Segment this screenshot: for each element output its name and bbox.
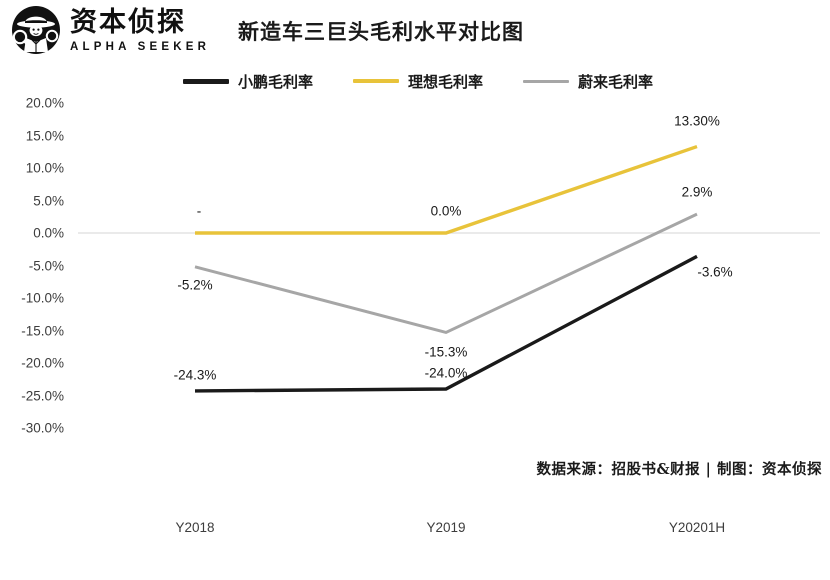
y-axis-tick: -5.0% (28, 258, 64, 273)
x-axis-label: Y2018 (175, 520, 215, 535)
data-point-label: 2.9% (681, 184, 713, 200)
y-axis-tick: -10.0% (21, 290, 64, 306)
legend-label-xpeng: 小鹏毛利率 (238, 72, 314, 91)
legend-swatch-nio (523, 79, 570, 83)
x-axis-labels: Y2018 Y2019 Y20201H (0, 520, 830, 544)
series-line (194, 212, 698, 335)
y-axis-tick: -25.0% (21, 388, 64, 403)
legend-item-liauto: 理想毛利率 (353, 71, 483, 92)
y-axis-tick: -15.0% (21, 323, 64, 338)
y-axis-tick: 5.0% (33, 193, 64, 208)
y-axis-tick: 15.0% (25, 128, 64, 143)
data-point-label: -24.0% (424, 365, 468, 381)
y-axis-tick: 10.0% (25, 160, 64, 176)
chart-lines (78, 144, 820, 393)
x-axis-label: Y20201H (668, 520, 726, 535)
data-point-label: -15.3% (424, 344, 468, 360)
x-axis-label: Y2019 (426, 520, 466, 535)
data-point-label: - (196, 203, 202, 219)
y-axis-tick: 20.0% (25, 95, 64, 111)
chart-legend: 小鹏毛利率 理想毛利率 蔚来毛利率 (183, 68, 683, 94)
source-note: 数据来源：招股书&财报 | 制图：资本侦探 (536, 461, 822, 478)
y-axis-tick: 0.0% (33, 225, 64, 241)
brand-name-en: ALPHA SEEKER (70, 40, 211, 53)
legend-label-nio: 蔚来毛利率 (578, 72, 654, 91)
y-axis-tick: -20.0% (21, 355, 64, 371)
legend-swatch-liauto (353, 79, 400, 83)
data-point-label: -5.2% (177, 277, 213, 293)
detective-logo-icon (8, 4, 64, 60)
data-point-label: -24.3% (173, 367, 217, 383)
data-point-label: 13.30% (674, 113, 720, 129)
data-point-label: 0.0% (430, 203, 462, 219)
data-point-label: -3.6% (697, 264, 733, 280)
legend-item-xpeng: 小鹏毛利率 (183, 71, 313, 92)
legend-label-liauto: 理想毛利率 (408, 72, 484, 91)
legend-item-nio: 蔚来毛利率 (523, 71, 653, 92)
legend-swatch-xpeng (183, 78, 229, 84)
page-title: 新造车三巨头毛利水平对比图 (238, 19, 524, 44)
chart-page: 资本侦探 ALPHA SEEKER 新造车三巨头毛利水平对比图 小鹏毛利率 理想… (0, 0, 830, 535)
brand-name-cn: 资本侦探 (70, 7, 186, 39)
chart-plot-area: 20.0% 15.0% 10.0% 5.0% 0.0% -5.0% -10.0% -15.0%… (0, 90, 830, 535)
series-line (195, 144, 698, 235)
page-header: 资本侦探 ALPHA SEEKER 新造车三巨头毛利水平对比图 (0, 0, 830, 62)
brand-logo: 资本侦探 ALPHA SEEKER (8, 4, 210, 60)
y-axis-tick: -30.0% (21, 420, 64, 436)
